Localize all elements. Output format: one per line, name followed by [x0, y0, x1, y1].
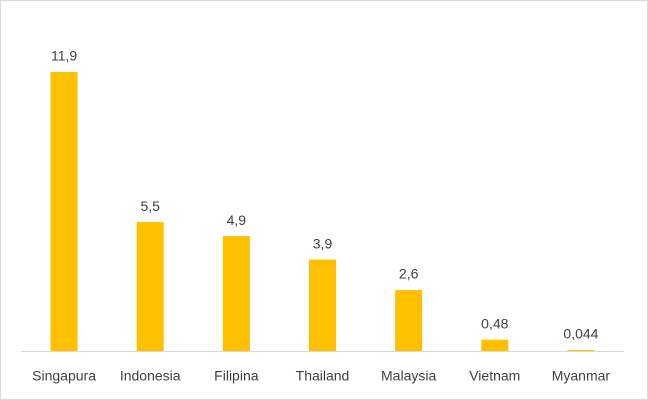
data-label: 0,044 [563, 326, 598, 342]
x-tick-label: Filipina [214, 368, 259, 384]
x-tick-label: Singapura [32, 368, 96, 384]
bar [222, 236, 250, 351]
bar [309, 259, 336, 351]
x-tick-label: Indonesia [120, 368, 181, 384]
data-label: 3,9 [313, 235, 333, 251]
bar [567, 349, 595, 351]
bar [50, 72, 78, 351]
data-label: 4,9 [227, 212, 247, 228]
x-tick-label: Malaysia [381, 368, 436, 384]
bar [395, 290, 423, 351]
data-label: 2,6 [399, 266, 419, 282]
bar [481, 339, 509, 351]
bar [136, 222, 164, 351]
data-label: 5,5 [140, 198, 160, 214]
x-tick-label: Myanmar [552, 368, 611, 384]
x-tick-label: Vietnam [469, 368, 520, 384]
data-label: 0,48 [481, 315, 508, 331]
x-tick-label: Thailand [296, 368, 350, 384]
data-label: 11,9 [51, 48, 77, 64]
